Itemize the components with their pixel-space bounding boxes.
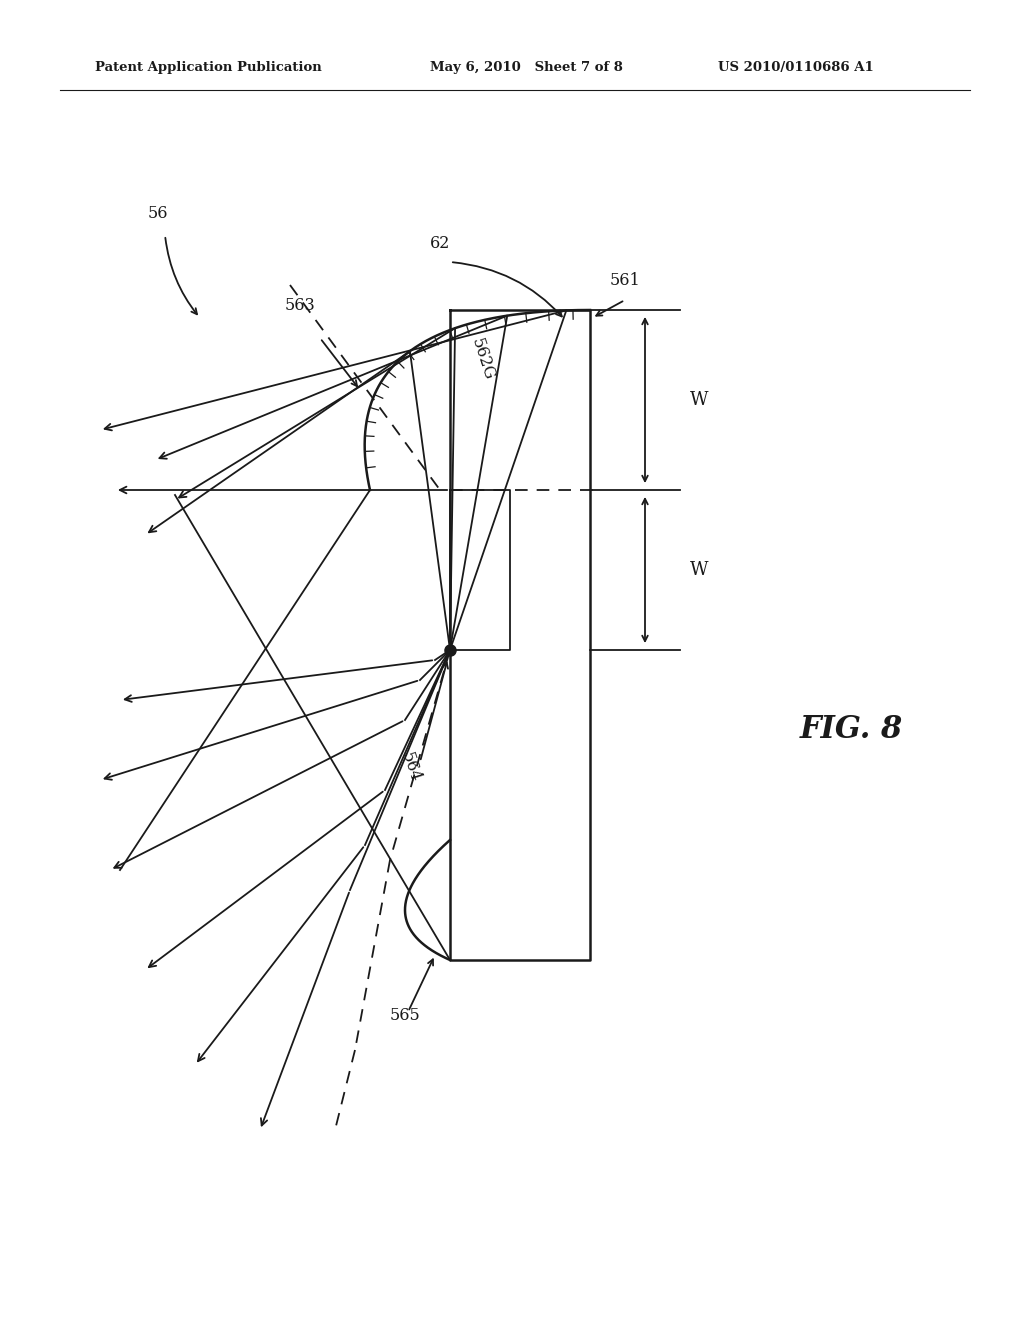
- Text: W: W: [690, 391, 709, 409]
- Text: FIG. 8: FIG. 8: [800, 714, 903, 746]
- Text: 565: 565: [390, 1007, 421, 1024]
- Text: W: W: [690, 561, 709, 579]
- Text: 561: 561: [610, 272, 641, 289]
- Text: 56: 56: [148, 205, 169, 222]
- Text: 62: 62: [430, 235, 451, 252]
- Text: Patent Application Publication: Patent Application Publication: [95, 62, 322, 74]
- Text: US 2010/0110686 A1: US 2010/0110686 A1: [718, 62, 873, 74]
- Text: 562G: 562G: [468, 335, 498, 381]
- Text: 564: 564: [398, 750, 424, 784]
- Text: May 6, 2010   Sheet 7 of 8: May 6, 2010 Sheet 7 of 8: [430, 62, 623, 74]
- Text: 563: 563: [285, 297, 315, 314]
